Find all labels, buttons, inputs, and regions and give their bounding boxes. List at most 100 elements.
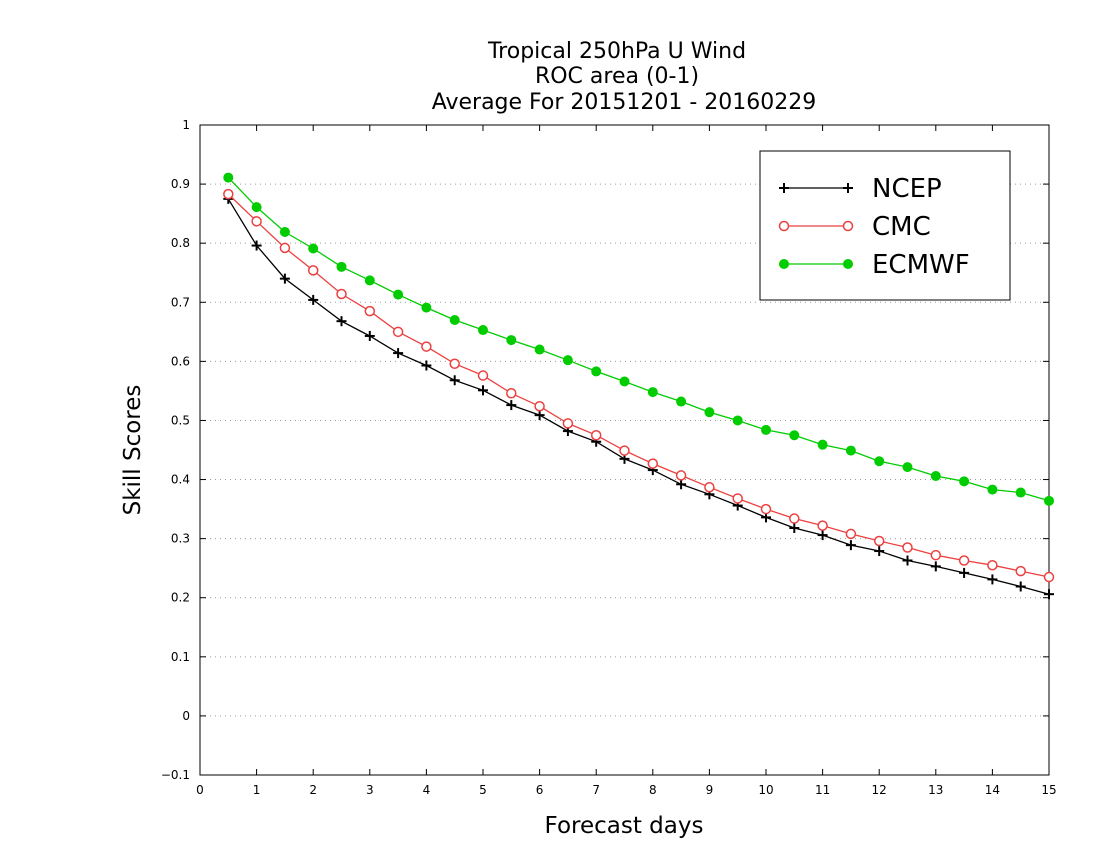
y-tick-label: 0.3 bbox=[171, 532, 190, 546]
data-point-ecmwf bbox=[902, 462, 913, 473]
data-point-ncep bbox=[817, 530, 828, 541]
y-tick-label: 0.1 bbox=[171, 650, 190, 664]
data-point-ecmwf bbox=[930, 471, 941, 481]
x-tick-label: 6 bbox=[536, 783, 544, 797]
data-point-ncep bbox=[506, 400, 517, 411]
data-point-ecmwf bbox=[959, 476, 970, 487]
x-tick-label: 10 bbox=[758, 783, 773, 797]
data-point-ncep bbox=[534, 410, 545, 421]
data-point-cmc bbox=[562, 418, 574, 429]
data-point-cmc bbox=[647, 458, 659, 469]
data-point-ecmwf bbox=[1044, 495, 1054, 506]
x-tick-label: 9 bbox=[706, 783, 714, 797]
data-point-ncep bbox=[1015, 581, 1026, 592]
data-point-cmc bbox=[534, 401, 545, 412]
data-point-cmc bbox=[817, 520, 828, 531]
y-tick-label: −0.1 bbox=[161, 768, 190, 782]
data-point-ncep bbox=[364, 330, 375, 341]
y-axis-ticks: −0.1 0 0.1 0.2 0.3 0.4 0.5 0.6 0.7 0.8 0.9 1 bbox=[161, 118, 1049, 782]
data-point-cmc bbox=[364, 305, 376, 317]
x-axis-label: Forecast days bbox=[545, 813, 704, 839]
legend-item-ecmwf: ECMWF bbox=[779, 250, 970, 280]
series-layer bbox=[223, 172, 1055, 600]
data-point-ecmwf bbox=[789, 430, 800, 441]
series-ncep bbox=[223, 193, 1054, 600]
x-tick-label: 7 bbox=[592, 783, 600, 797]
data-point-ncep bbox=[279, 273, 290, 284]
data-point-cmc bbox=[251, 216, 262, 227]
data-point-ecmwf bbox=[308, 243, 319, 254]
data-point-ncep bbox=[336, 316, 347, 327]
y-tick-label: 0.8 bbox=[171, 236, 190, 250]
data-point-ncep bbox=[478, 385, 488, 396]
data-point-ecmwf bbox=[704, 407, 715, 418]
legend-label-cmc: CMC bbox=[872, 212, 931, 242]
data-point-cmc bbox=[930, 549, 942, 561]
data-point-ncep bbox=[959, 567, 970, 578]
data-point-cmc bbox=[873, 535, 885, 547]
data-point-ncep bbox=[676, 479, 687, 490]
data-point-ecmwf bbox=[647, 387, 658, 398]
data-point-ncep bbox=[421, 360, 432, 371]
data-point-cmc bbox=[902, 542, 913, 553]
x-tick-label: 2 bbox=[309, 783, 317, 797]
data-point-cmc bbox=[336, 288, 347, 300]
data-point-ecmwf bbox=[364, 275, 375, 286]
data-point-ecmwf bbox=[619, 376, 630, 387]
y-axis-label: Skill Scores bbox=[120, 385, 146, 516]
legend-marker-cmc bbox=[842, 220, 854, 232]
x-tick-label: 8 bbox=[649, 783, 657, 797]
plot-area-frame bbox=[199, 124, 1050, 776]
x-tick-label: 11 bbox=[815, 783, 830, 797]
data-point-cmc bbox=[477, 370, 489, 381]
x-tick-label: 4 bbox=[423, 783, 431, 797]
data-point-ecmwf bbox=[761, 424, 771, 435]
x-tick-label: 15 bbox=[1041, 783, 1056, 797]
legend-item-ncep: NCEP bbox=[779, 174, 942, 204]
data-point-cmc bbox=[958, 555, 970, 566]
data-point-ecmwf bbox=[817, 439, 828, 450]
legend: NCEP CMC ECMWF bbox=[759, 150, 1011, 301]
y-tick-label: 0.2 bbox=[171, 591, 190, 605]
data-point-cmc bbox=[619, 445, 630, 456]
data-point-cmc bbox=[760, 503, 772, 515]
data-point-cmc bbox=[590, 429, 602, 441]
data-point-ncep bbox=[987, 574, 998, 585]
legend-marker-ecmwf bbox=[843, 259, 853, 269]
data-point-cmc bbox=[421, 341, 432, 352]
data-point-cmc bbox=[987, 559, 998, 571]
x-tick-label: 1 bbox=[253, 783, 261, 797]
x-tick-label: 5 bbox=[479, 783, 487, 797]
legend-marker-ncep bbox=[779, 183, 789, 193]
legend-label-ecmwf: ECMWF bbox=[872, 250, 970, 280]
data-point-cmc bbox=[506, 388, 517, 399]
data-point-ecmwf bbox=[874, 456, 885, 467]
y-tick-label: 0.5 bbox=[171, 413, 190, 427]
data-point-cmc bbox=[732, 493, 743, 504]
data-point-ncep bbox=[874, 546, 885, 557]
data-point-cmc bbox=[279, 242, 291, 254]
data-point-ncep bbox=[789, 523, 800, 533]
data-point-ecmwf bbox=[534, 344, 545, 355]
y-tick-label: 1 bbox=[182, 118, 190, 132]
legend-label-ncep: NCEP bbox=[872, 174, 942, 204]
legend-marker-ecmwf bbox=[779, 259, 789, 269]
data-point-ncep bbox=[902, 555, 913, 566]
title-line-2: ROC area (0-1) bbox=[535, 64, 699, 89]
series-cmc bbox=[223, 188, 1055, 583]
legend-marker-cmc bbox=[778, 220, 790, 232]
y-tick-label: 0 bbox=[182, 709, 190, 723]
data-point-cmc bbox=[449, 358, 460, 369]
data-point-ncep bbox=[930, 561, 941, 572]
data-point-cmc bbox=[675, 470, 687, 481]
series-ecmwf bbox=[223, 172, 1054, 506]
data-point-ecmwf bbox=[1015, 487, 1026, 498]
title-line-3: Average For 20151201 - 20160229 bbox=[432, 90, 817, 115]
data-point-cmc bbox=[704, 481, 715, 493]
data-point-ecmwf bbox=[449, 315, 460, 325]
data-point-ecmwf bbox=[676, 396, 687, 407]
x-tick-label: 13 bbox=[928, 783, 943, 797]
data-point-ecmwf bbox=[478, 325, 488, 336]
data-point-ecmwf bbox=[732, 415, 743, 426]
